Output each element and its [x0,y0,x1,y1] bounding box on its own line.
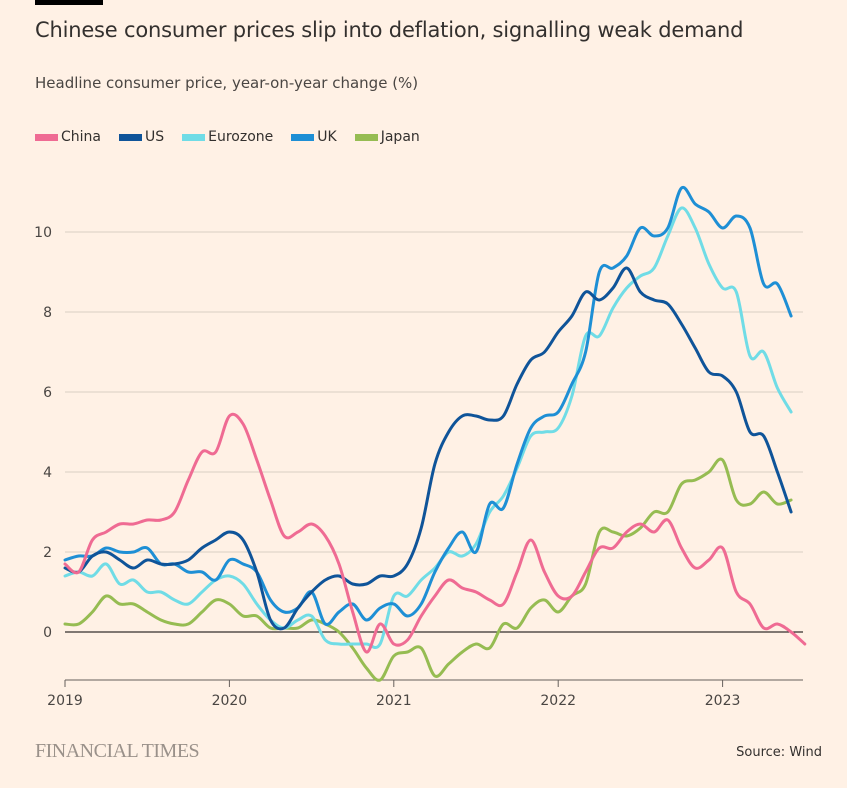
chart-subtitle: Headline consumer price, year-on-year ch… [35,74,419,92]
legend-item-us: US [119,129,164,145]
series-line-japan [63,457,793,682]
legend-swatch [35,133,58,141]
legend-label: Japan [380,129,420,145]
legend-swatch [291,133,315,141]
legend-item-eurozone: Eurozone [182,129,273,145]
legend-label: Eurozone [208,129,274,145]
legend-swatch [119,133,142,141]
x-tick-label: 2023 [705,693,741,709]
series-line-uk [63,185,793,627]
source-note: Source: Wind [736,745,822,760]
series-line-eurozone [63,206,793,650]
legend-swatch [354,133,378,141]
ft-logo: FINANCIAL TIMES [35,740,200,762]
legend-label: US [145,129,165,145]
legend-item-china: China [35,129,101,145]
x-tick-label: 2022 [540,693,576,709]
y-tick-label: 6 [43,385,52,401]
y-tick-label: 8 [43,305,52,321]
x-tick-label: 2021 [376,693,412,709]
chart-title: Chinese consumer prices slip into deflat… [35,18,744,42]
y-tick-label: 10 [34,225,52,241]
y-tick-label: 4 [43,465,52,481]
legend-item-uk: UK [291,129,337,145]
legend-label: UK [317,129,337,145]
x-tick-label: 2019 [47,693,83,709]
legend-label: China [61,129,101,145]
x-tick-label: 2020 [212,693,248,709]
legend: China US Eurozone UK Japan [35,129,420,145]
y-tick-label: 0 [43,625,52,641]
legend-swatch [182,133,206,141]
series-line-us [63,266,793,631]
y-tick-label: 2 [43,545,52,561]
legend-item-japan: Japan [354,129,420,145]
ft-top-bar [35,0,103,5]
series-line-china [63,412,807,654]
